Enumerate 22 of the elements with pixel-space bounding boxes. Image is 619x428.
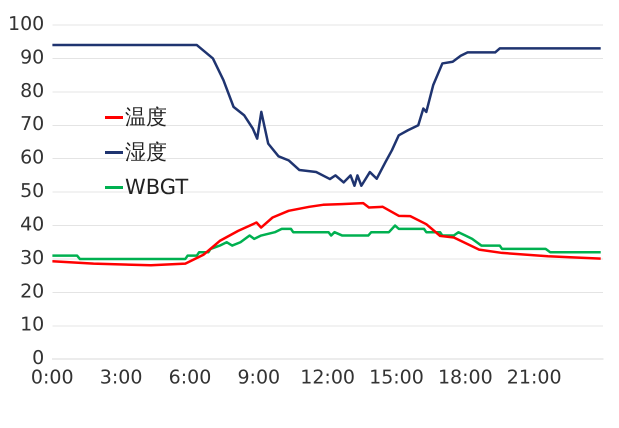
y-tick-label: 0 <box>32 347 44 370</box>
y-tick-label: 10 <box>20 314 44 336</box>
x-tick-label: 12:00 <box>300 366 356 389</box>
x-tick-label: 9:00 <box>237 366 280 389</box>
x-tick-label: 3:00 <box>100 366 142 389</box>
y-tick-label: 50 <box>20 180 44 202</box>
x-tick-label: 15:00 <box>369 366 424 389</box>
legend-label: 湿度 <box>125 139 167 166</box>
y-tick-label: 60 <box>20 146 44 169</box>
y-tick-label: 100 <box>8 12 44 35</box>
y-tick-label: 70 <box>20 113 44 136</box>
x-tick-label: 6:00 <box>168 366 212 389</box>
y-tick-label: 90 <box>20 46 44 68</box>
y-tick-label: 30 <box>20 246 44 269</box>
legend-label: 温度 <box>125 104 167 131</box>
x-tick-label: 21:00 <box>506 366 562 389</box>
x-tick-label: 0:00 <box>30 366 74 389</box>
y-tick-label: 20 <box>20 280 44 302</box>
legend-label: WBGT <box>125 174 188 201</box>
y-tick-label: 80 <box>20 80 44 102</box>
x-tick-label: 18:00 <box>438 366 493 389</box>
y-tick-label: 40 <box>20 213 44 236</box>
